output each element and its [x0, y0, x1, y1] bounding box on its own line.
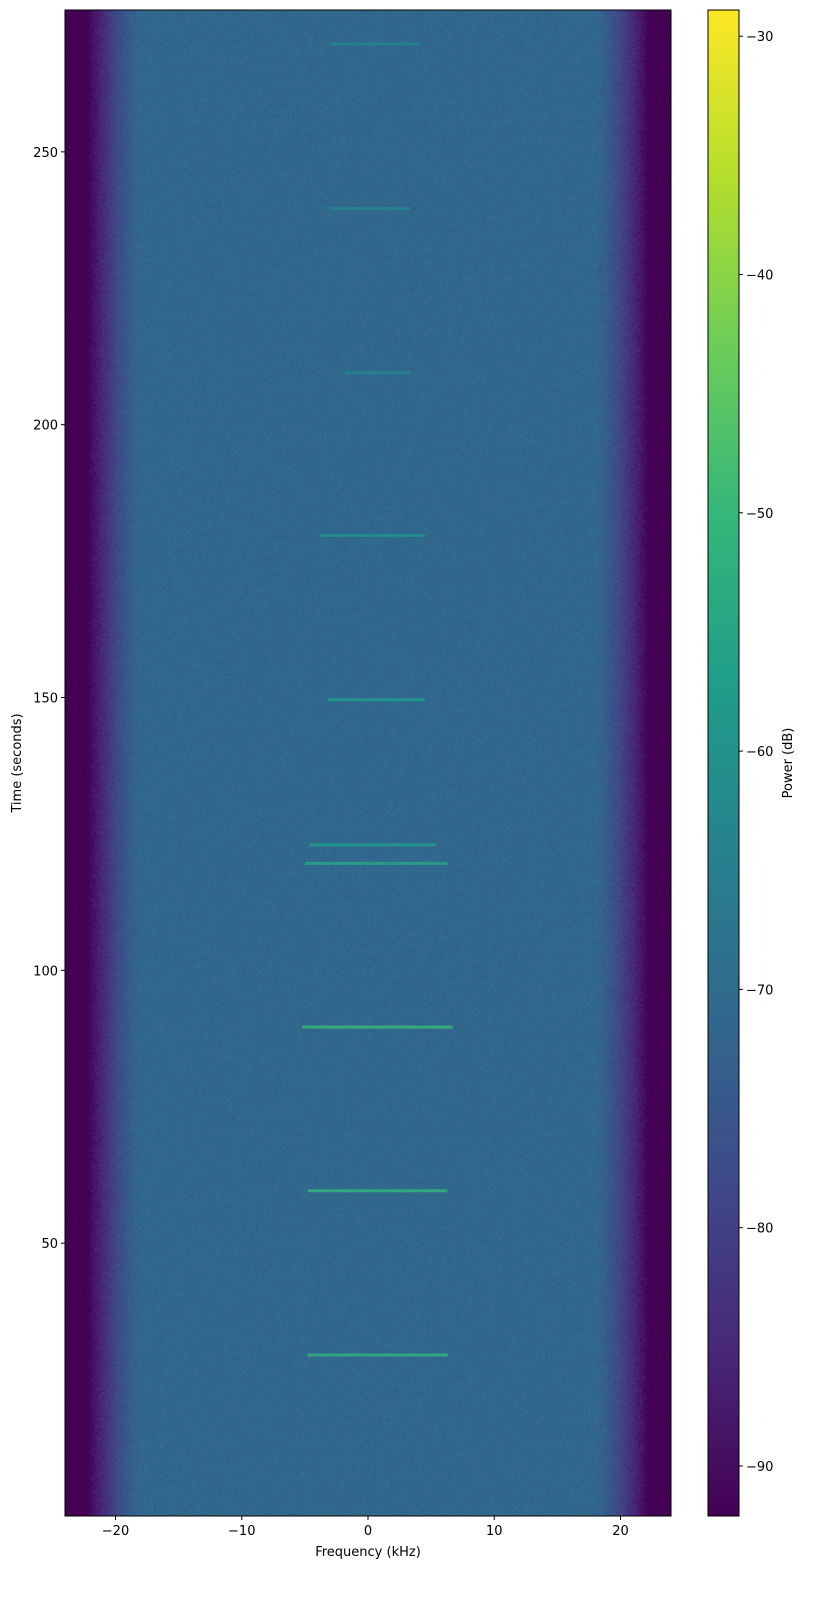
colorbar-tick-label: −80: [746, 1222, 773, 1237]
burst-7: [345, 371, 409, 374]
burst-3: [305, 862, 448, 865]
y-tick-label: 200: [33, 419, 58, 434]
y-axis-label: Time (seconds): [10, 713, 25, 813]
x-axis: −20 −10 0 10 20: [102, 1516, 629, 1539]
x-axis-label: Frequency (kHz): [315, 1545, 421, 1560]
x-tick-label: 10: [486, 1524, 503, 1539]
colorbar-tick-label: −30: [746, 30, 773, 45]
y-tick-label: 250: [33, 146, 58, 161]
colorbar-tick-label: −60: [746, 745, 773, 760]
x-tick-label: −20: [102, 1524, 129, 1539]
x-tick-label: −10: [228, 1524, 255, 1539]
burst-6: [320, 534, 425, 537]
y-tick-label: 150: [33, 692, 58, 707]
y-axis: 50 100 150 200 250: [33, 146, 65, 1252]
burst-5: [328, 698, 425, 701]
x-tick-label: 0: [364, 1524, 372, 1539]
plot-frame: [65, 10, 671, 1516]
colorbar-tick-label: −40: [746, 269, 773, 284]
colorbar-label: Power (dB): [781, 728, 796, 799]
burst-2: [302, 1026, 452, 1029]
burst-0: [307, 1354, 447, 1357]
colorbar-tick-label: −90: [746, 1460, 773, 1475]
y-tick-label: 50: [41, 1237, 58, 1252]
burst-4: [310, 843, 436, 846]
x-tick-label: 20: [612, 1524, 629, 1539]
burst-8: [330, 207, 410, 210]
y-tick-label: 100: [33, 964, 58, 979]
colorbar-tick-label: −70: [746, 983, 773, 998]
burst-1: [307, 1189, 447, 1192]
bursts: [302, 42, 452, 1356]
colorbar-tick-label: −50: [746, 507, 773, 522]
burst-9: [330, 42, 420, 45]
colorbar-frame: [708, 10, 739, 1516]
colorbar-axis: −30 −40 −50 −60 −70 −80 −90: [739, 30, 773, 1475]
